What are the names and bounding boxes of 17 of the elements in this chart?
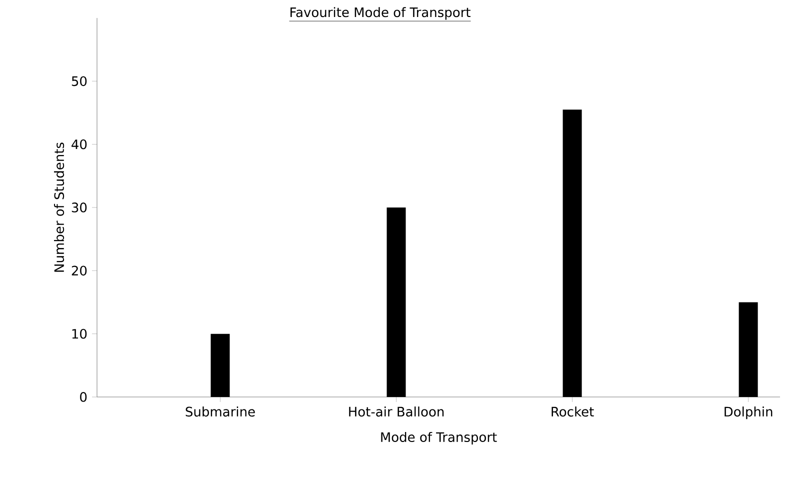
bar [738, 302, 758, 397]
x-axis-title: Mode of Transport [381, 432, 497, 445]
x-tick-label: Submarine [186, 406, 255, 417]
y-tick-label: 30 [72, 202, 87, 212]
y-tick-label: 40 [72, 139, 87, 150]
y-tick-label: 0 [80, 392, 87, 402]
x-tick-label: Hot-air Balloon [349, 406, 444, 417]
y-tick-label: 20 [72, 266, 87, 276]
bar [386, 207, 406, 397]
x-tick-label: Rocket [552, 406, 594, 417]
y-tick-label: 50 [72, 76, 87, 86]
y-tick-label: 10 [72, 328, 87, 339]
bar [210, 334, 230, 397]
y-axis-title: Number of Students [54, 142, 64, 272]
chart-title: Favourite Mode of Transport [290, 7, 470, 20]
x-tick-label: Dolphin [724, 406, 772, 420]
bar [562, 110, 582, 397]
